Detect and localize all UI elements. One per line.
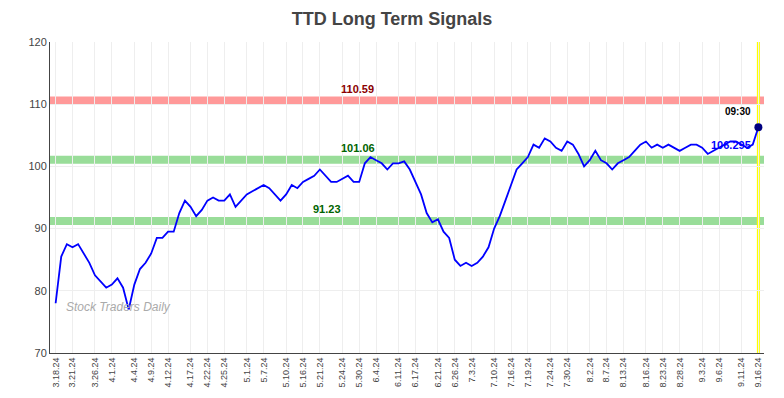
svg-text:106.295: 106.295 (711, 139, 751, 151)
svg-text:9.6.24: 9.6.24 (714, 358, 724, 383)
svg-text:9.3.24: 9.3.24 (697, 358, 707, 383)
svg-text:Stock Traders Daily: Stock Traders Daily (66, 300, 171, 314)
svg-text:9.16.24: 9.16.24 (753, 358, 763, 388)
svg-text:7.24.24: 7.24.24 (545, 358, 555, 388)
svg-text:5.7.24: 5.7.24 (259, 358, 269, 383)
svg-text:4.22.24: 4.22.24 (202, 358, 212, 388)
svg-text:4.12.24: 4.12.24 (163, 358, 173, 388)
svg-text:4.1.24: 4.1.24 (107, 358, 117, 383)
svg-text:TTD Long Term Signals: TTD Long Term Signals (292, 9, 493, 29)
svg-text:8.16.24: 8.16.24 (641, 358, 651, 388)
svg-text:6.26.24: 6.26.24 (450, 358, 460, 388)
svg-text:80: 80 (35, 285, 47, 297)
svg-text:5.24.24: 5.24.24 (337, 358, 347, 388)
svg-text:5.16.24: 5.16.24 (298, 358, 308, 388)
svg-text:110: 110 (29, 98, 47, 110)
svg-text:8.7.24: 8.7.24 (602, 358, 612, 383)
svg-text:3.18.24: 3.18.24 (51, 358, 61, 388)
svg-text:3.21.24: 3.21.24 (67, 358, 77, 388)
svg-text:7.30.24: 7.30.24 (562, 358, 572, 388)
svg-text:7.19.24: 7.19.24 (523, 358, 533, 388)
svg-text:6.4.24: 6.4.24 (371, 358, 381, 383)
svg-text:100: 100 (28, 160, 46, 172)
svg-text:4.9.24: 4.9.24 (146, 358, 156, 383)
svg-text:5.21.24: 5.21.24 (315, 358, 325, 388)
svg-text:09:30: 09:30 (725, 106, 751, 117)
svg-text:70: 70 (35, 347, 47, 359)
svg-text:6.17.24: 6.17.24 (410, 358, 420, 388)
svg-text:8.23.24: 8.23.24 (658, 358, 668, 388)
svg-text:120: 120 (28, 36, 46, 48)
svg-text:4.17.24: 4.17.24 (185, 358, 195, 388)
svg-text:7.10.24: 7.10.24 (489, 358, 499, 388)
svg-text:91.23: 91.23 (313, 203, 341, 215)
svg-text:9.11.24: 9.11.24 (736, 358, 746, 387)
svg-text:5.30.24: 5.30.24 (354, 358, 364, 388)
svg-text:7.3.24: 7.3.24 (467, 358, 477, 383)
svg-text:5.10.24: 5.10.24 (281, 358, 291, 388)
svg-text:8.28.24: 8.28.24 (675, 358, 685, 388)
svg-text:8.13.24: 8.13.24 (618, 358, 628, 388)
svg-text:90: 90 (35, 222, 47, 234)
svg-text:7.16.24: 7.16.24 (506, 358, 516, 388)
svg-text:6.21.24: 6.21.24 (433, 358, 443, 388)
svg-text:4.25.24: 4.25.24 (219, 358, 229, 388)
svg-text:8.2.24: 8.2.24 (585, 358, 595, 383)
svg-text:110.59: 110.59 (341, 83, 374, 95)
svg-text:101.06: 101.06 (341, 142, 375, 154)
svg-text:3.26.24: 3.26.24 (90, 358, 100, 388)
svg-text:4.4.24: 4.4.24 (129, 358, 139, 383)
svg-text:5.1.24: 5.1.24 (242, 358, 252, 383)
svg-text:6.11.24: 6.11.24 (393, 358, 403, 387)
